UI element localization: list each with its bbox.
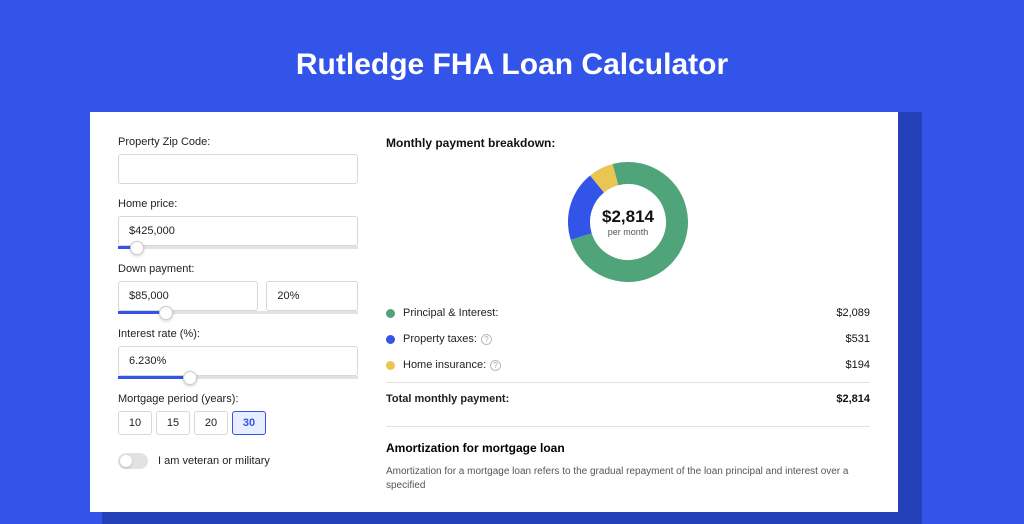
donut-chart: $2,814 per month [386, 162, 870, 282]
form-column: Property Zip Code: Home price: Down paym… [118, 136, 358, 512]
down-payment-label: Down payment: [118, 263, 358, 275]
donut-sub: per month [602, 227, 654, 237]
legend-dot [386, 335, 395, 344]
legend-row: Home insurance:?$194 [386, 352, 870, 378]
interest-field: Interest rate (%): [118, 328, 358, 379]
period-label: Mortgage period (years): [118, 393, 358, 405]
interest-slider[interactable] [118, 376, 358, 379]
home-price-label: Home price: [118, 198, 358, 210]
total-label: Total monthly payment: [386, 393, 836, 405]
down-payment-amount-input[interactable] [118, 281, 258, 311]
home-price-field: Home price: [118, 198, 358, 249]
legend-value: $531 [846, 333, 870, 345]
legend: Principal & Interest:$2,089Property taxe… [386, 300, 870, 378]
legend-value: $2,089 [836, 307, 870, 319]
home-price-slider[interactable] [118, 246, 358, 249]
info-icon[interactable]: ? [481, 334, 492, 345]
amortization-text: Amortization for a mortgage loan refers … [386, 465, 870, 493]
legend-dot [386, 309, 395, 318]
page-title: Rutledge FHA Loan Calculator [0, 48, 1024, 82]
period-btn-30[interactable]: 30 [232, 411, 266, 435]
down-payment-percent-input[interactable] [266, 281, 358, 311]
veteran-toggle[interactable] [118, 453, 148, 469]
period-btn-15[interactable]: 15 [156, 411, 190, 435]
slider-thumb[interactable] [183, 371, 197, 385]
home-price-input[interactable] [118, 216, 358, 246]
zip-field: Property Zip Code: [118, 136, 358, 184]
total-value: $2,814 [836, 393, 870, 405]
legend-label: Property taxes:? [403, 333, 846, 345]
slider-thumb[interactable] [159, 306, 173, 320]
legend-value: $194 [846, 359, 870, 371]
legend-row: Principal & Interest:$2,089 [386, 300, 870, 326]
down-payment-field: Down payment: [118, 263, 358, 314]
period-field: Mortgage period (years): 10152030 [118, 393, 358, 435]
interest-input[interactable] [118, 346, 358, 376]
donut-amount: $2,814 [602, 207, 654, 227]
zip-input[interactable] [118, 154, 358, 184]
veteran-row: I am veteran or military [118, 453, 358, 469]
legend-label: Home insurance:? [403, 359, 846, 371]
card-shadow: Property Zip Code: Home price: Down paym… [102, 112, 922, 524]
legend-label: Principal & Interest: [403, 307, 836, 319]
down-payment-slider[interactable] [118, 311, 358, 314]
info-icon[interactable]: ? [490, 360, 501, 371]
period-btn-20[interactable]: 20 [194, 411, 228, 435]
slider-thumb[interactable] [130, 241, 144, 255]
period-btn-10[interactable]: 10 [118, 411, 152, 435]
donut-center: $2,814 per month [602, 207, 654, 237]
zip-label: Property Zip Code: [118, 136, 358, 148]
interest-label: Interest rate (%): [118, 328, 358, 340]
legend-dot [386, 361, 395, 370]
amortization-section: Amortization for mortgage loan Amortizat… [386, 426, 870, 493]
breakdown-title: Monthly payment breakdown: [386, 136, 870, 150]
amortization-title: Amortization for mortgage loan [386, 441, 870, 455]
total-row: Total monthly payment: $2,814 [386, 382, 870, 412]
calculator-card: Property Zip Code: Home price: Down paym… [90, 112, 898, 512]
veteran-label: I am veteran or military [158, 455, 270, 467]
legend-row: Property taxes:?$531 [386, 326, 870, 352]
period-buttons: 10152030 [118, 411, 358, 435]
results-column: Monthly payment breakdown: $2,814 per mo… [386, 136, 870, 512]
